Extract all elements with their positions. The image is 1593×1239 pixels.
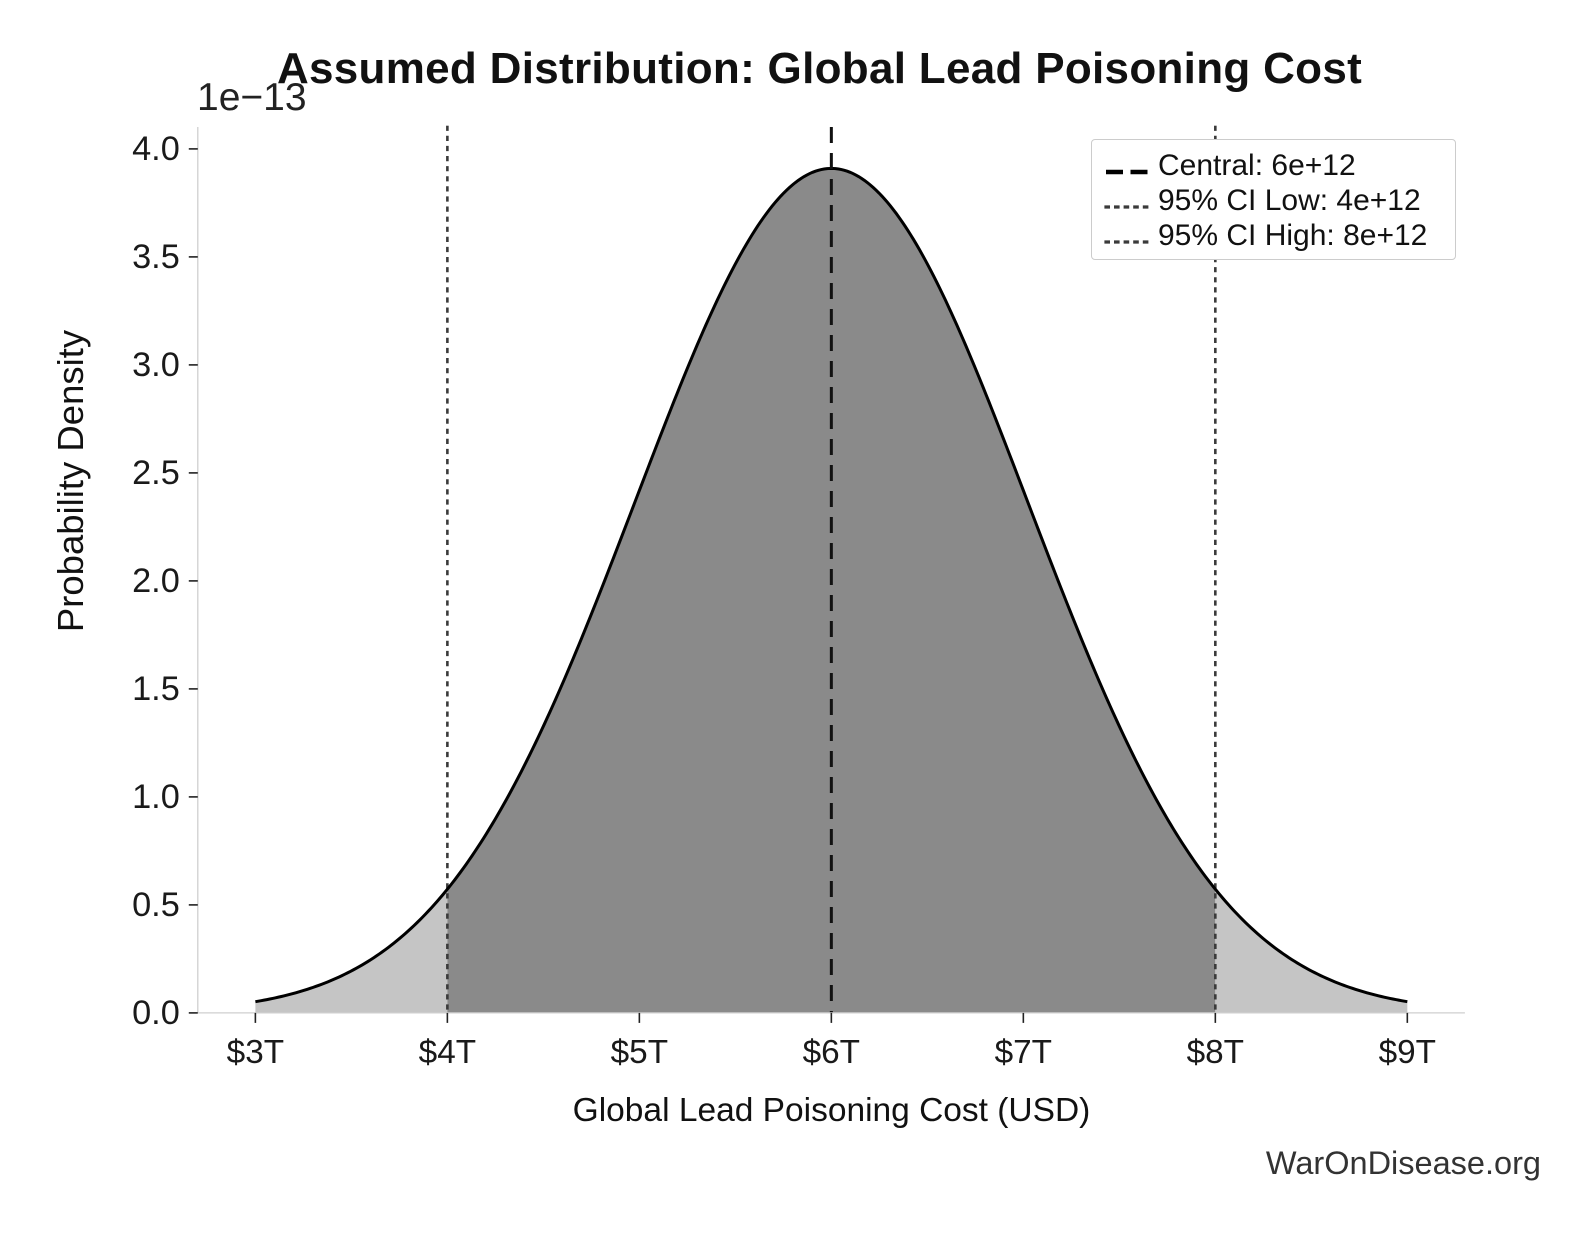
- svg-text:1.0: 1.0: [132, 778, 180, 816]
- svg-text:4.0: 4.0: [132, 130, 180, 168]
- svg-text:0.0: 0.0: [132, 994, 180, 1032]
- svg-text:$5T: $5T: [611, 1034, 668, 1071]
- svg-text:3.0: 3.0: [132, 346, 180, 384]
- svg-text:$8T: $8T: [1187, 1034, 1244, 1071]
- svg-text:$3T: $3T: [227, 1034, 284, 1071]
- svg-text:$4T: $4T: [419, 1034, 476, 1071]
- svg-text:1.5: 1.5: [132, 670, 180, 708]
- svg-text:$6T: $6T: [803, 1034, 860, 1071]
- svg-text:3.5: 3.5: [132, 238, 180, 276]
- svg-text:$9T: $9T: [1379, 1034, 1436, 1071]
- svg-text:0.5: 0.5: [132, 886, 180, 924]
- svg-text:2.5: 2.5: [132, 454, 180, 492]
- svg-text:$7T: $7T: [995, 1034, 1052, 1071]
- svg-text:2.0: 2.0: [132, 562, 180, 600]
